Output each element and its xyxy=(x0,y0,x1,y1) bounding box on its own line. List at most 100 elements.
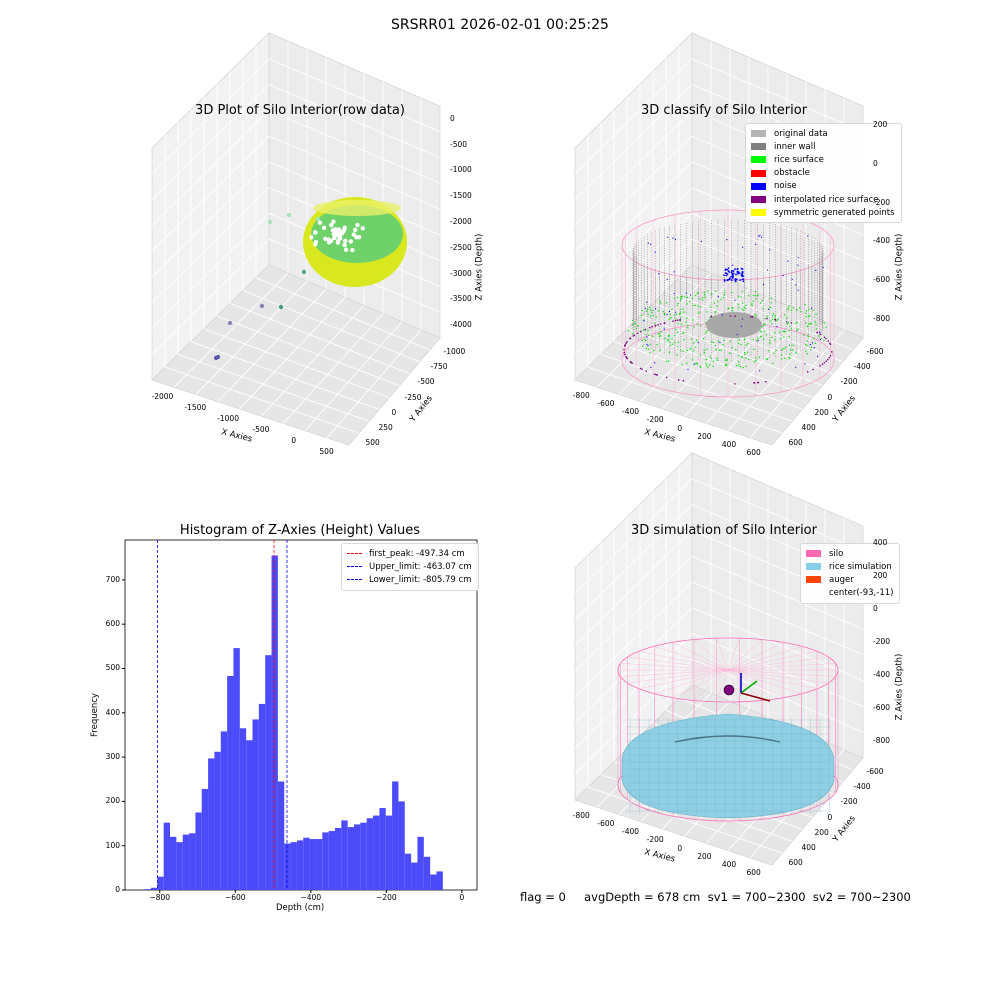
interpolated-point xyxy=(823,361,826,364)
interpolated-point xyxy=(630,361,632,364)
silo-roof-wire xyxy=(727,669,818,690)
rice-surface-point xyxy=(669,341,671,343)
histogram-bar xyxy=(423,856,431,890)
histogram-bar xyxy=(189,833,196,890)
noise-point xyxy=(787,260,789,262)
grid-line xyxy=(587,366,783,434)
grid-line xyxy=(691,555,864,630)
noise-point xyxy=(735,273,737,276)
z-tick-label: -2500 xyxy=(450,242,472,252)
gap-point xyxy=(343,247,349,252)
interpolated-point xyxy=(821,363,824,365)
x-tick-label: -200 xyxy=(646,415,664,425)
rice-surface-point xyxy=(656,344,658,346)
silo-roof-wire xyxy=(727,669,784,698)
grid-line xyxy=(574,161,693,278)
histogram-bar xyxy=(436,871,443,890)
rice-surface-point xyxy=(645,334,647,336)
z-tick-label: -200 xyxy=(873,197,891,207)
rice-surface-point xyxy=(657,333,660,335)
rice-surface-point xyxy=(729,340,731,343)
interpolated-point xyxy=(710,315,713,318)
gap-point xyxy=(321,225,327,230)
rice-surface-point xyxy=(790,328,793,330)
noise-point xyxy=(736,271,739,274)
noise-point xyxy=(685,292,687,294)
noise-point xyxy=(643,320,645,322)
x-tick-label: -800 xyxy=(572,391,590,401)
noise-point xyxy=(791,278,793,280)
rice-surface-point xyxy=(663,313,666,315)
grid-line xyxy=(574,58,693,175)
rice-surface-point xyxy=(761,300,764,302)
rice-surface-point xyxy=(772,318,774,320)
rice-surface-point xyxy=(683,338,685,341)
rice-surface-point xyxy=(748,295,750,297)
interpolated-point xyxy=(623,348,625,351)
noise-point xyxy=(734,299,736,301)
silo-roof-wire xyxy=(627,656,729,671)
silo-roof-wire xyxy=(727,638,740,671)
noise-point xyxy=(730,279,733,281)
rice-surface-point xyxy=(693,363,695,366)
rice-surface-point xyxy=(675,318,677,320)
rice-surface-point xyxy=(755,359,757,362)
noise-point xyxy=(723,274,725,277)
rice-surface-point xyxy=(714,310,717,313)
rice-surface-point xyxy=(731,307,734,310)
rice-surface-point xyxy=(788,356,790,359)
rice-surface-point xyxy=(742,309,745,311)
silo-roof-wire xyxy=(727,639,763,671)
rice-surface-point xyxy=(817,335,820,337)
rice-surface-point xyxy=(716,305,718,307)
x-tick-label: 0 xyxy=(291,435,297,445)
gap-point xyxy=(350,247,355,253)
rice-surface-point xyxy=(798,307,801,309)
outlier-point xyxy=(301,269,307,275)
rice-surface-point xyxy=(781,354,783,356)
noise-point xyxy=(732,264,734,266)
rice-surface-point xyxy=(677,302,679,305)
z-tick-label: -1500 xyxy=(450,191,472,201)
rice-surface-point xyxy=(703,291,705,294)
rice-surface-point xyxy=(676,305,679,307)
rice-surface-point xyxy=(759,330,761,332)
x-tick-label: -1500 xyxy=(184,403,207,413)
legend-item: interpolated rice surface xyxy=(751,193,895,206)
histogram-bar xyxy=(182,834,190,890)
rice-surface-point xyxy=(743,306,746,308)
rice-surface-point xyxy=(751,303,753,305)
y-tick-label: 400 xyxy=(105,707,120,717)
outlier-point xyxy=(227,320,233,326)
noise-point xyxy=(817,355,819,357)
legend-classify: original data inner wall rice surface ob… xyxy=(745,123,902,224)
y-tick-label: -250 xyxy=(404,392,422,402)
x-tick-label: -1000 xyxy=(217,414,239,424)
interpolated-point xyxy=(774,318,777,321)
grid-line xyxy=(626,328,813,398)
rice-surface-point xyxy=(802,334,805,336)
histogram-bar xyxy=(195,812,202,890)
rice-surface-point xyxy=(780,358,783,360)
rice-surface-point xyxy=(770,320,772,322)
rice-surface-point xyxy=(769,342,771,344)
rice-surface-point xyxy=(693,326,695,328)
noise-point xyxy=(815,269,817,271)
rice-surface-point xyxy=(676,354,678,356)
interpolated-point xyxy=(766,317,768,320)
interpolated-point xyxy=(819,333,822,336)
noise-point xyxy=(731,276,734,278)
histogram-bar xyxy=(208,758,215,890)
grid-line xyxy=(691,187,864,262)
noise-point xyxy=(694,363,696,365)
rice-surface-point xyxy=(649,343,651,346)
histogram-bar xyxy=(347,827,355,890)
legend-item: inner wall xyxy=(751,140,895,153)
rice-surface-point xyxy=(674,314,676,317)
rice-surface-point xyxy=(722,343,724,346)
rice-surface-point xyxy=(792,344,794,347)
noise-point xyxy=(650,243,652,245)
rice-surface-point xyxy=(773,332,776,334)
p3-xlabel: Depth (cm) xyxy=(276,903,325,913)
